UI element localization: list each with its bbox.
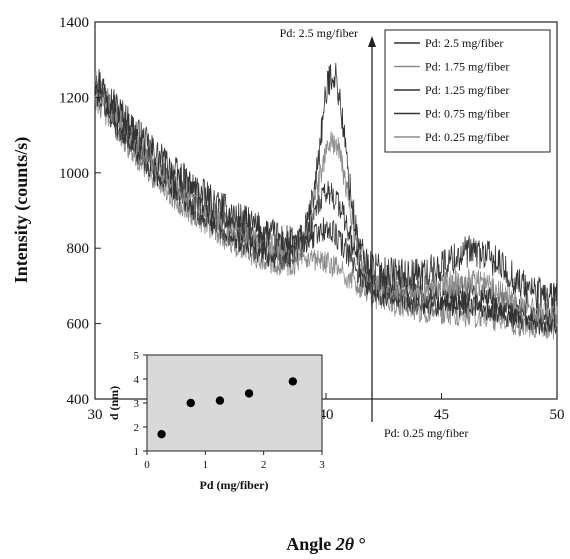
inset-plot-area — [147, 355, 322, 451]
legend-label: Pd: 0.25 mg/fiber — [425, 130, 509, 144]
x-axis-title-prefix: Angle — [286, 534, 331, 554]
inset-point — [245, 389, 253, 397]
legend-label: Pd: 1.25 mg/fiber — [425, 83, 509, 97]
y-tick-label: 400 — [67, 392, 90, 408]
inset-x-tick-label: 3 — [319, 459, 325, 471]
x-tick-label: 30 — [88, 407, 103, 423]
inset-y-tick-label: 4 — [134, 374, 140, 386]
y-tick-label: 800 — [67, 241, 90, 257]
y-axis-title: Intensity (counts/s) — [11, 137, 32, 284]
trend-arrow-head — [368, 36, 376, 47]
inset-x-tick-label: 2 — [261, 459, 267, 471]
inset-x-axis-title: Pd (mg/fiber) — [200, 478, 269, 492]
inset-y-tick-label: 3 — [134, 398, 140, 410]
inset-y-tick-label: 5 — [134, 350, 140, 362]
legend-label: Pd: 1.75 mg/fiber — [425, 60, 509, 74]
y-tick-label: 1400 — [59, 15, 89, 31]
inset-x-tick-label: 1 — [203, 459, 209, 471]
x-axis-title: Angle 2θ ° — [286, 534, 366, 554]
y-tick-label: 1000 — [59, 166, 89, 182]
inset-x-tick-label: 0 — [144, 459, 150, 471]
inset-point — [187, 399, 195, 407]
y-tick-label: 600 — [67, 317, 90, 333]
legend-label: Pd: 0.75 mg/fiber — [425, 107, 509, 121]
y-tick-label: 1200 — [59, 90, 89, 106]
legend: Pd: 2.5 mg/fiber Pd: 1.75 mg/fiber Pd: 1.2… — [385, 30, 550, 152]
inset-y-tick-label: 2 — [134, 422, 140, 434]
inset-point — [289, 377, 297, 385]
legend-label: Pd: 2.5 mg/fiber — [425, 36, 503, 50]
inset-point — [216, 396, 224, 404]
inset-y-tick-label: 1 — [134, 446, 140, 458]
x-tick-label: 45 — [434, 407, 449, 423]
x-axis-title-symbol: 2θ — [335, 534, 355, 554]
trend-arrow — [368, 36, 376, 422]
inset-point — [157, 430, 165, 438]
x-tick-label: 50 — [550, 407, 565, 423]
annotation-bottom: Pd: 0.25 mg/fiber — [384, 426, 468, 440]
annotation-top: Pd: 2.5 mg/fiber — [280, 26, 358, 40]
x-axis-title-unit: ° — [359, 534, 366, 554]
inset-y-axis-title: d (nm) — [107, 386, 121, 420]
